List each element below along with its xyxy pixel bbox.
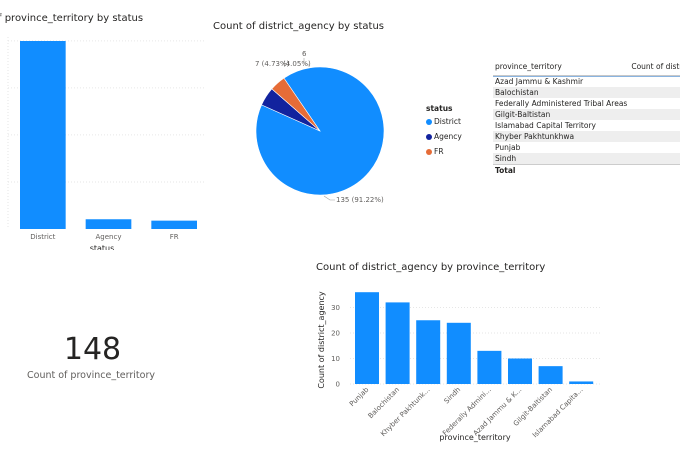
province-y-axis-title: Count of district_agency [317, 291, 326, 389]
table-cell-count [629, 142, 680, 153]
province-bar[interactable] [416, 320, 441, 384]
table-cell-province: Sindh [493, 153, 630, 165]
table-row[interactable]: Punjab [493, 142, 680, 153]
table-total-value [629, 164, 680, 176]
table-header-count[interactable]: Count of distric [631, 62, 680, 71]
status-x-tick: District [30, 233, 55, 241]
status-x-tick: Agency [96, 233, 122, 241]
table-row[interactable]: Khyber Pakhtunkhwa [493, 131, 680, 142]
table-cell-count [629, 87, 680, 98]
table-cell-province: Khyber Pakhtunkhwa [493, 131, 630, 142]
card-value: 148 [63, 332, 122, 367]
table-cell-province: Punjab [495, 143, 521, 152]
province-x-tick: Sindh [443, 386, 463, 406]
pie-leader-line [303, 58, 311, 67]
province-y-tick: 30 [331, 304, 340, 312]
status-bar-agency[interactable] [85, 219, 132, 229]
table-cell-province: Azad Jammu & Kashmir [495, 77, 584, 86]
pie-slice-fr[interactable] [271, 77, 321, 132]
pie-leader-line [323, 195, 335, 201]
pie-chart[interactable]: 135 (91.22%) 7 (4.73%) 6 (4.05%) [218, 40, 418, 240]
province-table[interactable]: province_territory Count of distric Azad… [493, 62, 680, 176]
table-row[interactable]: Balochistan [493, 87, 680, 98]
table-row[interactable]: Azad Jammu & Kashmir [493, 76, 680, 88]
legend-label-agency: Agency [434, 132, 462, 141]
table-header-province[interactable]: province_territory [495, 62, 562, 71]
legend-dot-agency [426, 133, 432, 140]
table-row[interactable]: Islamabad Capital Territory [493, 120, 680, 131]
pie-legend-title: status [426, 104, 453, 113]
province-bar[interactable] [508, 358, 532, 385]
pie-data-label: 7 (4.73%) [255, 60, 290, 68]
table-row[interactable]: Gilgit-Baltistan [493, 109, 680, 120]
province-bar[interactable] [355, 292, 379, 384]
table-cell-count [629, 98, 680, 109]
province-y-tick: 20 [331, 330, 340, 338]
legend-dot-district [426, 118, 432, 125]
province-bar[interactable] [569, 381, 594, 384]
table-cell-count [629, 131, 680, 142]
legend-item-agency[interactable]: Agency [426, 132, 462, 141]
legend-label-district: District [434, 117, 461, 126]
pie-title: Count of district_agency by status [213, 21, 384, 32]
status-x-axis-title: status [90, 244, 115, 250]
province-x-tick: Punjab [348, 385, 371, 408]
status-bar-chart[interactable]: District Agency FR status [0, 0, 210, 250]
table-cell-province: Balochistan [493, 87, 630, 98]
province-bar[interactable] [446, 322, 471, 384]
legend-dot-fr [426, 148, 432, 155]
pie-data-label: (4.05%) [283, 60, 311, 68]
province-bar[interactable] [477, 350, 502, 384]
table-total-label: Total [493, 164, 630, 176]
province-y-tick: 0 [336, 381, 340, 389]
province-bar[interactable] [385, 302, 410, 384]
legend-item-fr[interactable]: FR [426, 147, 462, 156]
table-cell-province: Federally Administered Tribal Areas [495, 99, 628, 108]
legend-item-district[interactable]: District [426, 117, 462, 126]
table-cell-count [629, 120, 680, 131]
table-row[interactable]: Sindh [493, 153, 680, 165]
table-cell-province: Gilgit-Baltistan [493, 109, 630, 120]
card-label: Count of province_territory [27, 370, 155, 381]
table-row[interactable]: Federally Administered Tribal Areas [493, 98, 680, 109]
province-bar-title: Count of district_agency by province_ter… [316, 262, 546, 273]
province-x-axis-title: province_territory [439, 433, 510, 442]
status-bar-title: f province_territory by status [0, 13, 144, 24]
table-total-row: Total [493, 164, 680, 176]
legend-label-fr: FR [434, 147, 444, 156]
table-header-divider [493, 76, 680, 77]
pie-legend: status District Agency FR [426, 104, 462, 162]
status-bar-district[interactable] [20, 41, 66, 229]
pie-data-label: 6 [302, 50, 307, 58]
table-cell-province: Islamabad Capital Territory [495, 121, 596, 130]
pie-data-label: 135 (91.22%) [336, 196, 384, 204]
status-bar-fr[interactable] [151, 220, 197, 229]
province-bar[interactable] [538, 366, 563, 384]
table-cell-count [629, 76, 680, 88]
status-x-tick: FR [170, 233, 179, 241]
table-cell-count [629, 109, 680, 120]
table-cell-count [629, 153, 680, 165]
province-y-tick: 10 [331, 355, 340, 363]
